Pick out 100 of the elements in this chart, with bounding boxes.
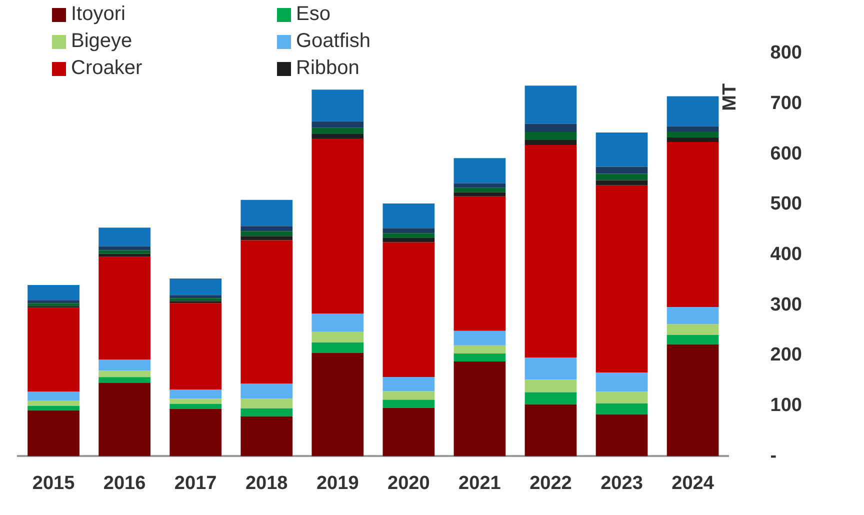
bar: [596, 174, 648, 180]
bar: [524, 380, 577, 392]
y-tick-label: 200: [770, 344, 802, 366]
bar: [240, 416, 293, 456]
y-tick-label: 800: [770, 42, 802, 64]
bar: [240, 236, 293, 240]
legend-label: Bigeye: [71, 30, 132, 53]
bar: [382, 377, 435, 392]
bar: [240, 408, 293, 416]
bar: [28, 303, 80, 306]
bar: [240, 384, 293, 399]
bar: [596, 132, 648, 167]
bar: [28, 400, 80, 406]
bar: [312, 128, 364, 134]
bar: [454, 192, 506, 196]
bar: [382, 238, 435, 242]
bar: [666, 344, 719, 456]
bar: [98, 360, 150, 371]
bar: [382, 203, 435, 228]
bar: [382, 408, 435, 456]
bar: [382, 400, 435, 408]
bar: [312, 342, 364, 353]
bar: [454, 362, 506, 456]
bar: [170, 298, 222, 302]
x-tick-label: 2015: [32, 472, 76, 494]
bar: [524, 86, 577, 124]
bar: [170, 295, 222, 298]
bar: [382, 233, 435, 238]
bar: [524, 404, 577, 456]
bar: [454, 353, 506, 362]
bar: [524, 124, 577, 132]
legend-label: Goatfish: [296, 30, 370, 53]
bar: [28, 308, 80, 392]
bar: [666, 142, 719, 308]
y-tick-label: 700: [770, 92, 802, 114]
bar: [596, 392, 648, 404]
x-tick-label: 2023: [600, 472, 643, 494]
bar: [596, 166, 648, 174]
bar: [98, 370, 150, 378]
bar: [666, 131, 719, 138]
bar: [98, 228, 150, 246]
x-tick-label: 2017: [174, 472, 217, 494]
bar: [170, 408, 222, 456]
legend-label: Ribbon: [296, 57, 360, 80]
bar: [666, 334, 719, 344]
bar: [596, 185, 648, 373]
y-tick-label: 100: [770, 395, 802, 416]
bar: [454, 345, 506, 354]
x-tick-label: 2016: [103, 472, 146, 494]
bar: [454, 183, 506, 188]
bar: [524, 392, 577, 404]
bar: [98, 246, 150, 250]
bar: [596, 403, 648, 414]
bar: [454, 158, 506, 184]
bar: [312, 121, 364, 128]
x-tick-label: 2019: [316, 472, 359, 494]
bar: [382, 228, 435, 234]
bar: [524, 140, 577, 146]
bar: [666, 307, 719, 324]
y-tick-label: 400: [770, 244, 802, 266]
bar: [454, 330, 506, 346]
bar: [382, 242, 435, 378]
bar: [666, 96, 719, 126]
bar: [312, 90, 364, 122]
bar: [596, 414, 648, 456]
bar: [666, 324, 719, 335]
x-tick-label: 2021: [458, 472, 502, 494]
bar: [666, 126, 719, 132]
bar: [170, 398, 222, 404]
bar: [596, 180, 648, 186]
bar: [240, 231, 293, 236]
bar: [382, 391, 435, 400]
bar: [666, 137, 719, 142]
bar: [28, 406, 80, 410]
bar: [524, 132, 577, 140]
legend-label: Eso: [296, 3, 330, 26]
bar: [454, 196, 506, 331]
bar: [240, 200, 293, 226]
bar: [596, 372, 648, 392]
x-tick-label: 2024: [672, 472, 714, 494]
bar: [170, 390, 222, 399]
bar: [98, 377, 150, 383]
bar: [312, 314, 364, 332]
bar: [312, 332, 364, 342]
y-axis-title: MT: [720, 83, 741, 111]
bar: [524, 358, 577, 380]
legend-label: Itoyori: [71, 3, 126, 26]
bar: [524, 145, 577, 358]
x-tick-label: 2020: [388, 472, 430, 494]
x-tick-label: 2018: [245, 472, 288, 494]
y-tick-label: 300: [770, 294, 802, 316]
bar: [98, 382, 150, 456]
bar: [170, 278, 222, 296]
bar: [454, 188, 506, 192]
bar: [98, 256, 150, 360]
bar: [28, 285, 80, 300]
bar: [170, 404, 222, 409]
bar: [98, 254, 150, 257]
bar: [312, 134, 364, 138]
x-tick-label: 2022: [530, 472, 572, 494]
